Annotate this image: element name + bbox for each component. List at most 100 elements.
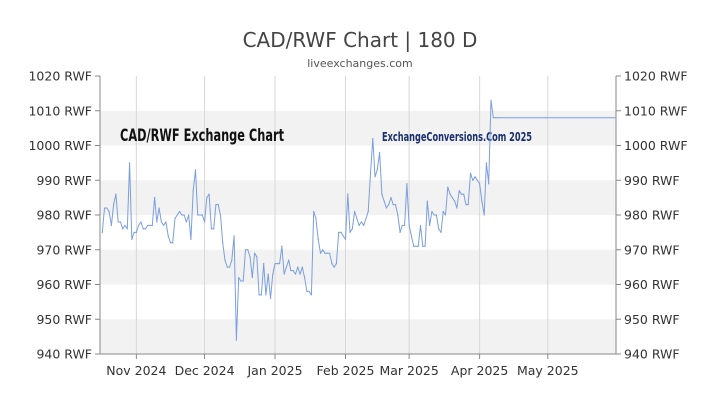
data-point	[324, 252, 326, 254]
data-point	[117, 221, 119, 223]
data-point	[463, 193, 465, 195]
y-tick-label: 960 RWF	[624, 277, 680, 292]
data-point	[426, 200, 428, 202]
y-axis-right: 940 RWF 950 RWF 960 RWF 970 RWF 980 RWF 990 R…	[616, 69, 688, 362]
data-point	[294, 273, 297, 275]
y-bands	[100, 110, 616, 354]
data-point	[185, 221, 187, 223]
data-point	[317, 238, 319, 240]
data-point	[235, 339, 237, 341]
x-tick-label: Feb 2025	[317, 363, 375, 378]
x-tick-label: Dec 2024	[175, 363, 235, 378]
data-point	[422, 245, 424, 247]
data-point	[142, 228, 144, 230]
data-point	[431, 210, 433, 213]
y-tick-label: 990 RWF	[36, 173, 92, 188]
data-point	[158, 207, 160, 209]
data-point	[467, 203, 469, 206]
data-point	[178, 210, 181, 213]
data-point	[465, 203, 467, 206]
data-point	[144, 228, 147, 230]
data-point	[213, 228, 215, 230]
data-point	[447, 186, 449, 188]
data-point	[163, 224, 165, 227]
data-point	[140, 221, 142, 223]
data-point	[454, 200, 456, 202]
data-point	[292, 270, 294, 272]
data-point	[338, 231, 340, 233]
data-point	[440, 231, 442, 233]
data-point	[131, 238, 133, 240]
data-point	[128, 162, 131, 164]
data-point	[147, 224, 149, 227]
data-point	[392, 203, 394, 206]
data-point	[269, 297, 272, 299]
y-tick-label: 1000 RWF	[624, 138, 688, 153]
y-tick-label: 960 RWF	[36, 277, 92, 292]
data-point	[433, 214, 435, 216]
data-point	[183, 214, 185, 216]
data-point	[333, 266, 335, 268]
data-point	[115, 193, 117, 195]
y-band	[100, 249, 616, 285]
data-point	[208, 193, 210, 195]
y-tick-label: 970 RWF	[36, 242, 92, 257]
y-tick-label: 980 RWF	[36, 208, 92, 223]
y-band	[100, 110, 616, 146]
data-point	[133, 231, 135, 233]
data-point	[265, 294, 267, 296]
data-point	[479, 183, 481, 185]
data-point	[331, 263, 333, 265]
data-point	[424, 245, 426, 247]
data-point	[301, 266, 303, 268]
data-point	[481, 200, 483, 202]
data-point	[322, 249, 324, 251]
data-point	[388, 203, 390, 206]
data-point	[347, 193, 349, 195]
data-point	[474, 176, 476, 178]
data-point	[319, 252, 322, 254]
x-axis: Nov 2024 Dec 2024 Jan 2025 Feb 2025 Mar 2025…	[106, 354, 579, 378]
data-point	[397, 214, 399, 216]
data-point	[353, 210, 356, 213]
y-band	[100, 180, 616, 215]
data-point	[615, 117, 617, 119]
data-point	[113, 203, 115, 206]
data-point	[356, 217, 358, 220]
data-point	[315, 217, 317, 220]
data-point	[401, 224, 403, 227]
data-point	[408, 224, 410, 227]
data-point	[135, 231, 137, 233]
data-point	[272, 273, 274, 275]
data-point	[417, 245, 419, 247]
data-point	[290, 270, 292, 272]
data-point	[108, 210, 110, 213]
data-point	[276, 263, 278, 265]
data-point	[206, 197, 208, 199]
data-point	[181, 214, 183, 216]
data-point	[203, 221, 206, 223]
data-point	[308, 290, 310, 293]
data-point	[385, 207, 388, 209]
data-point	[263, 263, 265, 265]
data-point	[249, 256, 251, 258]
data-point	[192, 190, 194, 192]
watermark-right: ExchangeConversions.Com 2025	[382, 130, 532, 144]
data-point	[240, 280, 242, 282]
data-point	[251, 276, 253, 279]
series-group	[101, 99, 617, 341]
data-point	[458, 190, 460, 192]
data-point	[476, 179, 478, 181]
data-point	[340, 231, 342, 233]
y-band	[100, 319, 616, 354]
data-point	[456, 207, 458, 209]
data-point	[349, 231, 351, 233]
data-point	[106, 207, 108, 209]
data-point	[335, 263, 338, 265]
data-point	[122, 228, 124, 230]
data-point	[217, 203, 219, 206]
data-point	[306, 290, 308, 293]
chart-title: CAD/RWF Chart | 180 D	[243, 28, 478, 52]
data-point	[215, 203, 217, 206]
data-point	[297, 266, 299, 268]
